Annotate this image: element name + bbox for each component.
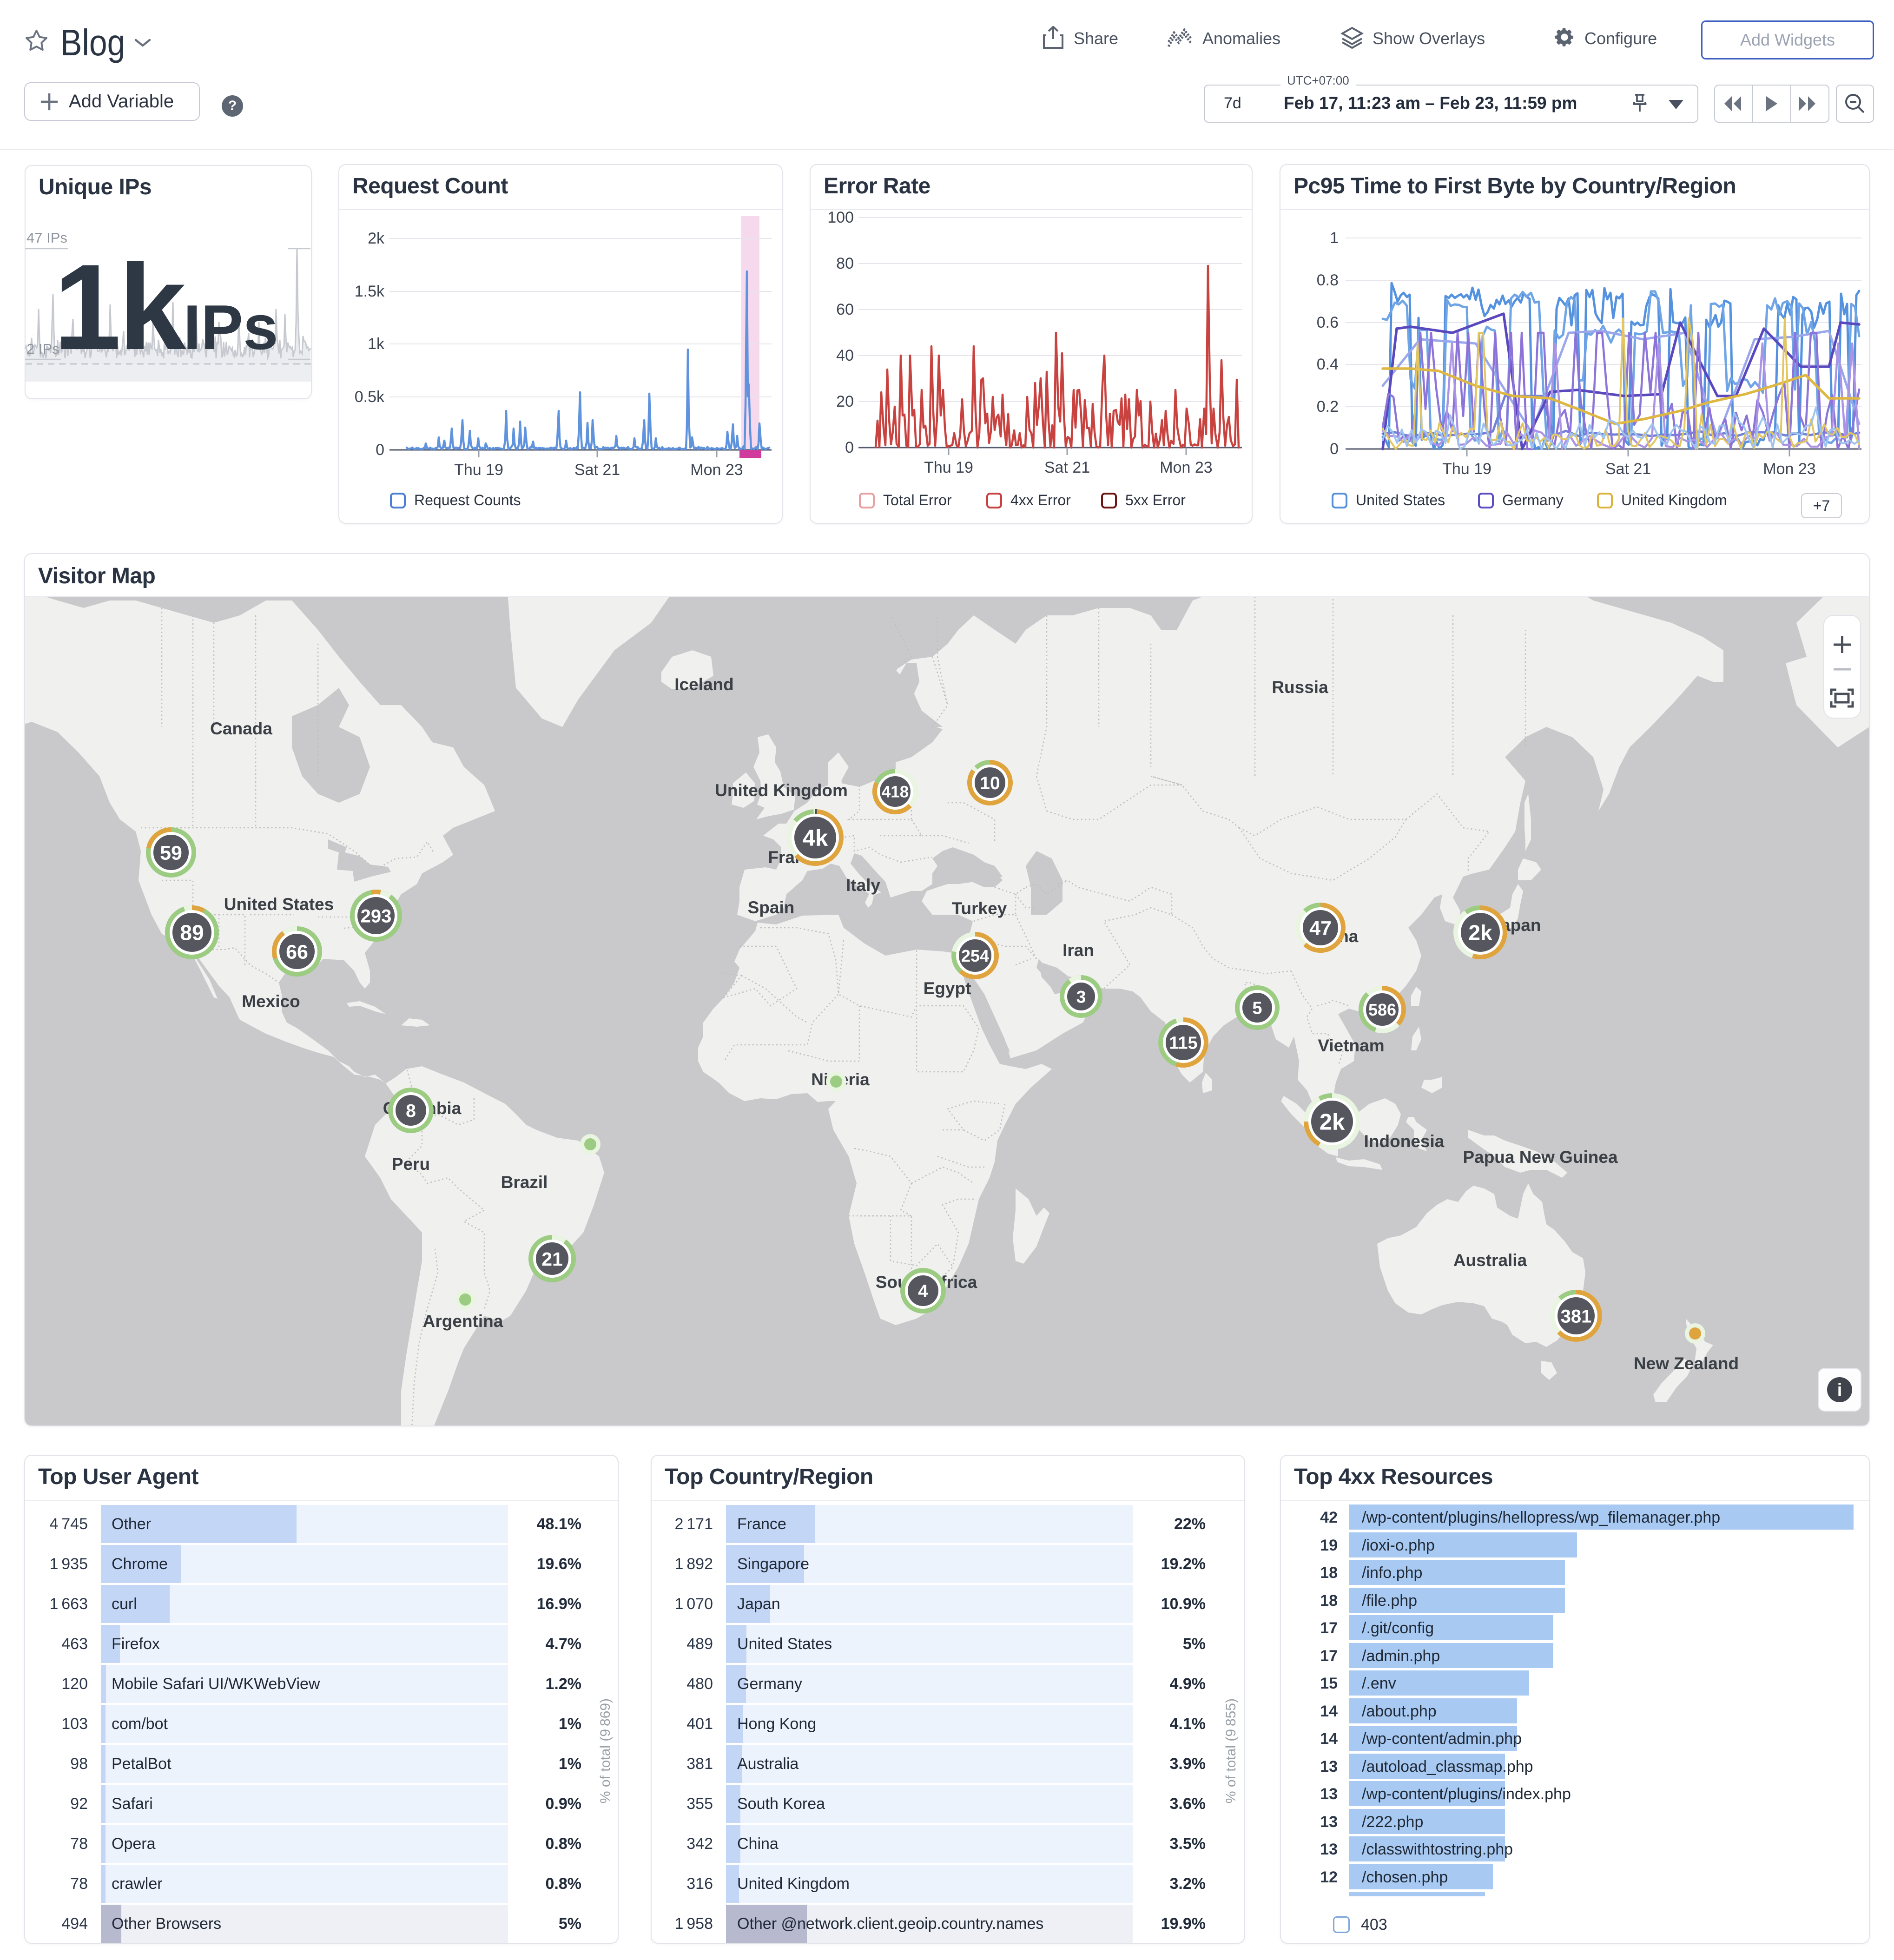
svg-text:115: 115 — [1169, 1034, 1197, 1053]
svg-text:Russia: Russia — [1272, 678, 1328, 697]
svg-text:0: 0 — [845, 439, 854, 456]
svg-text:Sat 21: Sat 21 — [1605, 460, 1651, 478]
svg-text:0.8: 0.8 — [1317, 271, 1339, 289]
svg-text:Turkey: Turkey — [952, 899, 1007, 918]
svg-text:5: 5 — [1252, 999, 1262, 1018]
svg-text:Argentina: Argentina — [423, 1312, 503, 1331]
svg-text:Thu 19: Thu 19 — [1442, 460, 1491, 478]
svg-text:66: 66 — [286, 941, 308, 963]
svg-text:1k: 1k — [368, 335, 385, 353]
svg-text:Vietnam: Vietnam — [1318, 1036, 1384, 1055]
svg-text:2k: 2k — [368, 230, 385, 247]
svg-text:Indonesia: Indonesia — [1364, 1132, 1445, 1151]
svg-text:2k: 2k — [1320, 1110, 1345, 1135]
svg-text:Mon 23: Mon 23 — [1763, 460, 1815, 478]
svg-text:381: 381 — [1561, 1306, 1592, 1326]
svg-text:418: 418 — [882, 783, 909, 801]
svg-text:89: 89 — [180, 921, 204, 945]
svg-text:1: 1 — [1330, 229, 1339, 247]
svg-text:100: 100 — [827, 209, 854, 226]
svg-text:10: 10 — [980, 773, 1000, 793]
svg-text:80: 80 — [836, 255, 854, 272]
svg-text:Sat 21: Sat 21 — [1044, 459, 1090, 476]
svg-text:59: 59 — [160, 842, 182, 864]
svg-text:Mon 23: Mon 23 — [690, 461, 743, 479]
svg-text:4k: 4k — [803, 826, 828, 851]
svg-text:Mexico: Mexico — [242, 992, 300, 1011]
svg-text:Papua New Guinea: Papua New Guinea — [1463, 1148, 1618, 1167]
svg-text:0: 0 — [1330, 440, 1339, 458]
svg-text:Iceland: Iceland — [674, 675, 734, 694]
svg-text:Iran: Iran — [1062, 941, 1094, 960]
svg-text:Peru: Peru — [392, 1155, 430, 1174]
svg-text:4: 4 — [918, 1281, 928, 1301]
svg-text:293: 293 — [361, 906, 392, 926]
svg-text:2k: 2k — [1468, 921, 1492, 945]
svg-text:1.5k: 1.5k — [355, 283, 385, 300]
svg-text:40: 40 — [836, 347, 854, 364]
svg-text:2 IPs: 2 IPs — [26, 341, 59, 357]
svg-text:47: 47 — [1309, 917, 1332, 939]
svg-text:Thu 19: Thu 19 — [454, 461, 503, 479]
svg-text:Egypt: Egypt — [924, 979, 971, 998]
svg-text:3: 3 — [1076, 987, 1086, 1006]
svg-text:21: 21 — [541, 1248, 563, 1270]
svg-text:Canada: Canada — [210, 719, 272, 738]
svg-text:8: 8 — [406, 1101, 416, 1121]
svg-text:United Kingdom: United Kingdom — [715, 781, 848, 800]
svg-text:Brazil: Brazil — [501, 1173, 548, 1192]
svg-text:Italy: Italy — [846, 876, 880, 895]
svg-text:Mon 23: Mon 23 — [1160, 459, 1212, 476]
svg-text:0.5k: 0.5k — [355, 388, 385, 406]
svg-text:Australia: Australia — [1453, 1251, 1527, 1270]
svg-text:0.6: 0.6 — [1317, 314, 1339, 331]
svg-text:New Zealand: New Zealand — [1634, 1354, 1739, 1373]
svg-text:254: 254 — [961, 946, 989, 965]
svg-text:0: 0 — [376, 441, 384, 459]
svg-text:Thu 19: Thu 19 — [924, 459, 973, 476]
svg-text:Sat 21: Sat 21 — [574, 461, 620, 479]
svg-text:586: 586 — [1368, 1000, 1396, 1019]
svg-text:i: i — [1837, 1380, 1842, 1400]
svg-text:United States: United States — [224, 895, 334, 914]
svg-text:0.2: 0.2 — [1317, 398, 1339, 416]
svg-text:60: 60 — [836, 301, 854, 318]
svg-text:0.4: 0.4 — [1317, 356, 1339, 373]
svg-text:47 IPs: 47 IPs — [26, 230, 67, 246]
svg-text:20: 20 — [836, 393, 854, 410]
svg-text:Spain: Spain — [748, 898, 795, 917]
